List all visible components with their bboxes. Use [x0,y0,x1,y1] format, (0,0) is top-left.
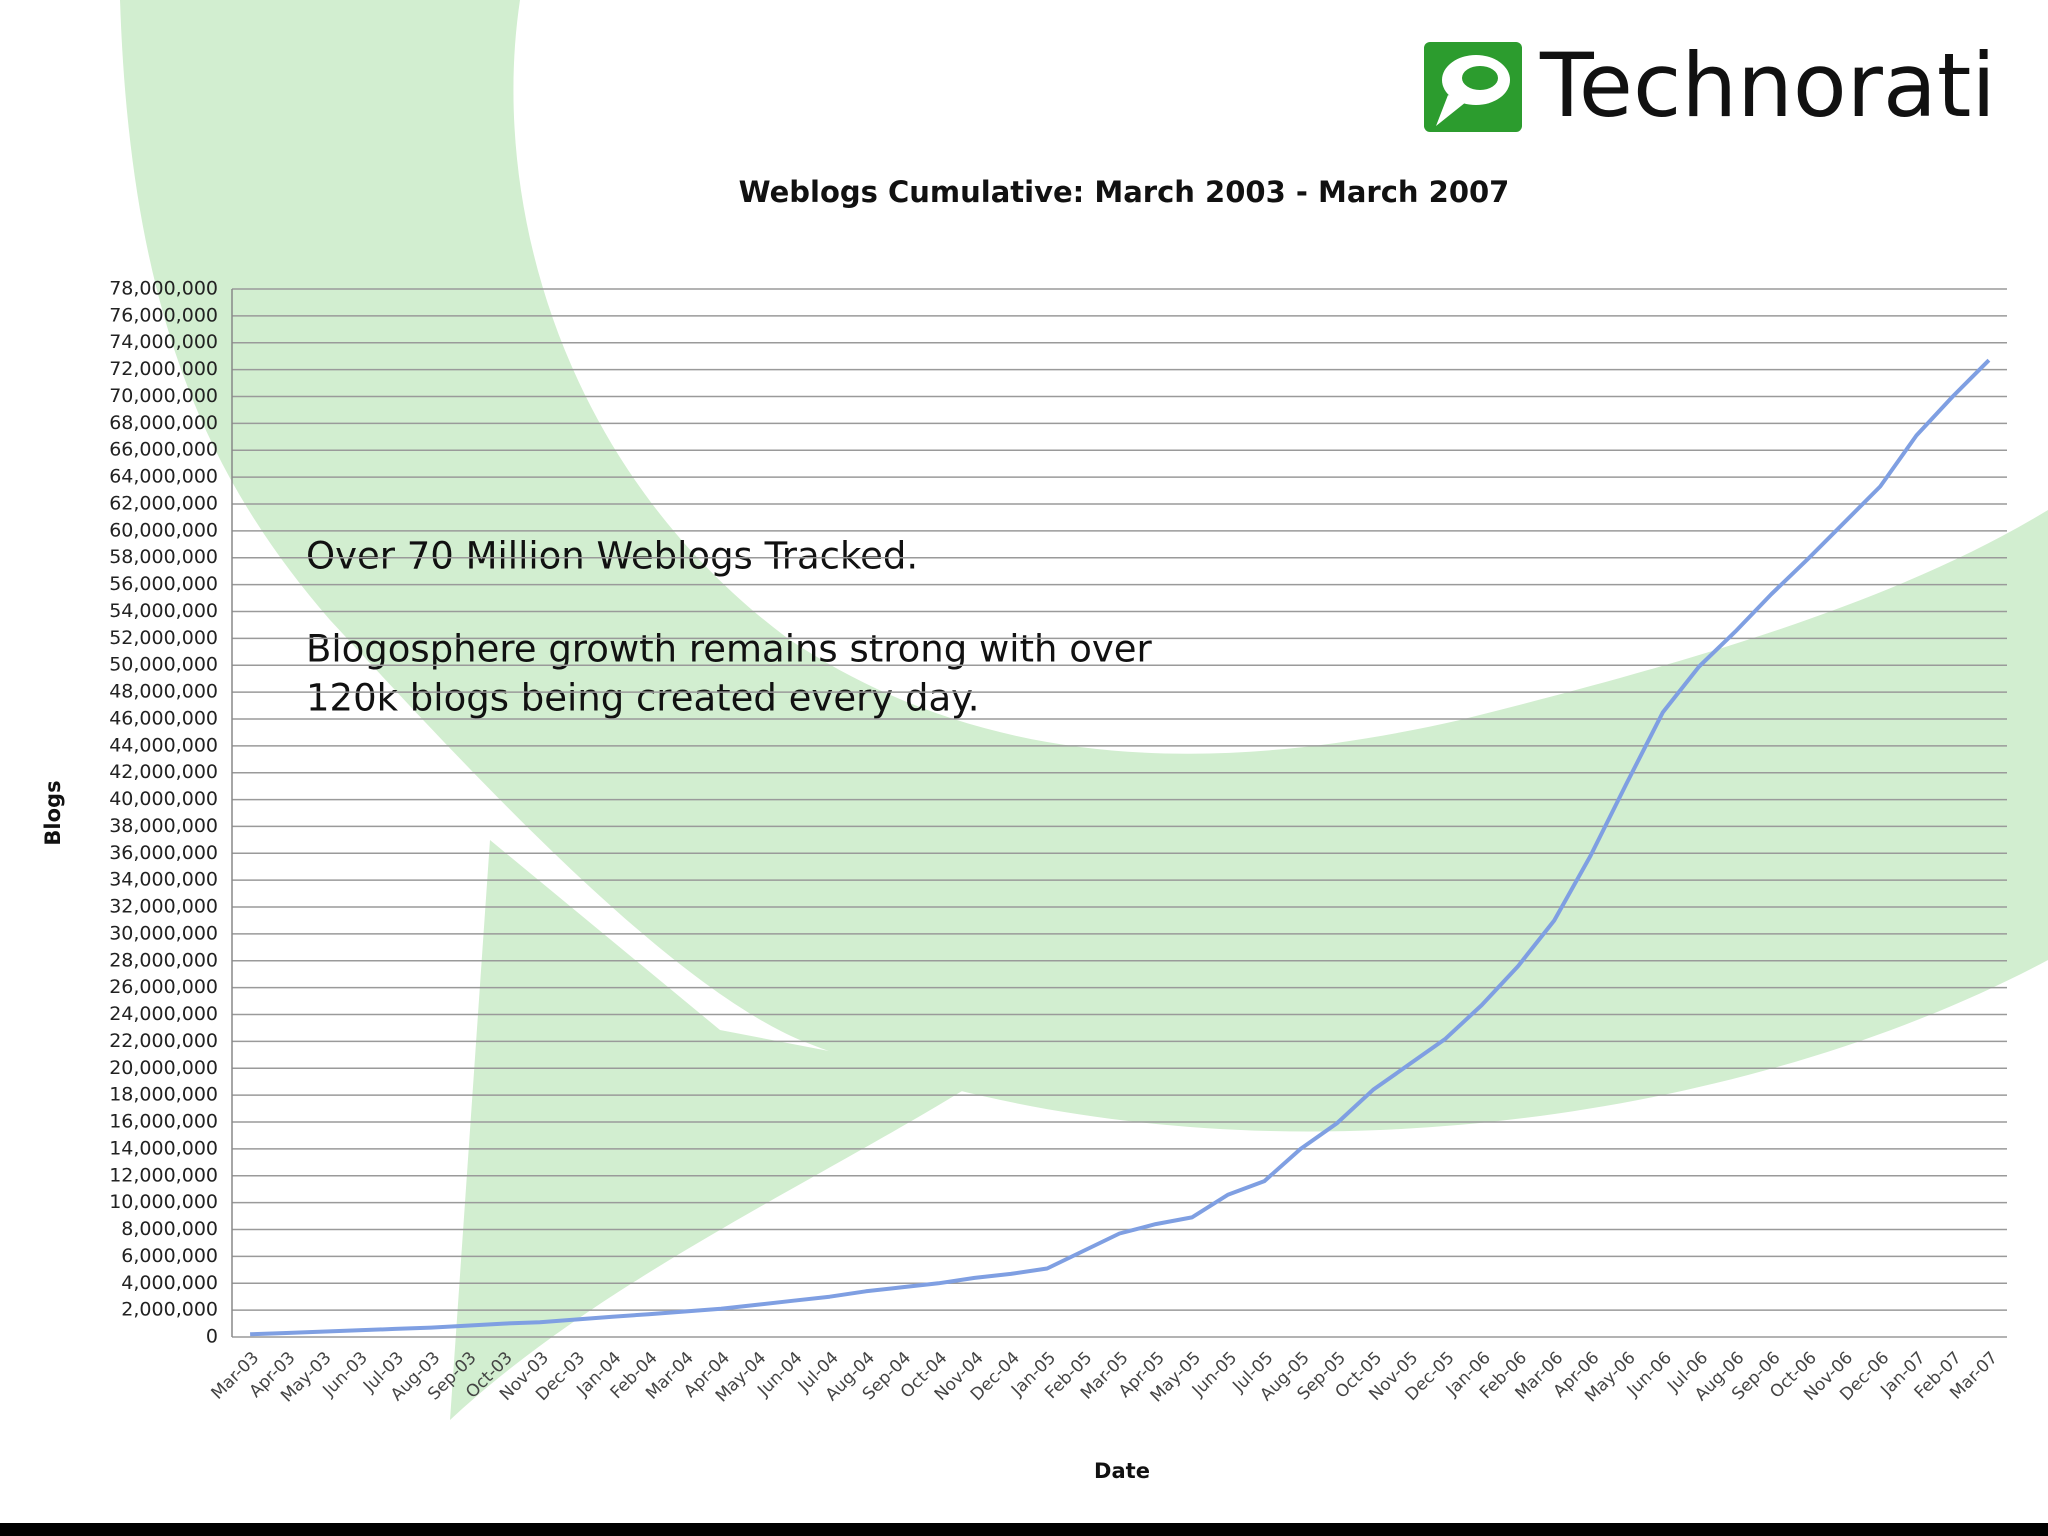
y-tick-label: 72,000,000 [109,358,218,380]
y-tick-label: 42,000,000 [109,761,218,783]
y-tick-label: 64,000,000 [109,466,218,488]
y-tick-label: 52,000,000 [109,627,218,649]
y-tick-label: 12,000,000 [109,1164,218,1186]
y-tick-label: 2,000,000 [121,1299,218,1321]
y-tick-label: 30,000,000 [109,922,218,944]
y-tick-label: 4,000,000 [121,1272,218,1294]
x-axis-title: Date [1094,1459,1150,1483]
y-tick-label: 0 [206,1326,218,1348]
y-tick-label: 14,000,000 [109,1137,218,1159]
bottom-bar [0,1523,2048,1536]
y-tick-label: 44,000,000 [109,734,218,756]
y-tick-label: 60,000,000 [109,519,218,541]
y-tick-label: 6,000,000 [121,1245,218,1267]
y-tick-label: 36,000,000 [109,842,218,864]
y-tick-label: 62,000,000 [109,492,218,514]
logo-text: Technorati [1539,34,1996,137]
background-swoosh [120,0,2048,1420]
y-tick-label: 16,000,000 [109,1111,218,1133]
logo: Technorati [1424,34,1996,137]
data-line [250,358,1991,1337]
annotation: Blogosphere growth remains strong with o… [306,628,1153,671]
y-tick-label: 76,000,000 [109,304,218,326]
y-tick-label: 8,000,000 [121,1218,218,1240]
y-tick-label: 58,000,000 [109,546,218,568]
y-tick-label: 10,000,000 [109,1191,218,1213]
y-tick-label: 68,000,000 [109,412,218,434]
y-tick-label: 40,000,000 [109,788,218,810]
y-tick-label: 70,000,000 [109,385,218,407]
y-tick-label: 48,000,000 [109,681,218,703]
y-tick-label: 34,000,000 [109,869,218,891]
y-axis-title: Blogs [41,780,65,845]
y-tick-label: 66,000,000 [109,439,218,461]
chart-title: Weblogs Cumulative: March 2003 - March 2… [739,175,1510,209]
y-tick-label: 28,000,000 [109,949,218,971]
y-tick-label: 20,000,000 [109,1057,218,1079]
y-tick-label: 18,000,000 [109,1084,218,1106]
y-tick-label: 22,000,000 [109,1030,218,1052]
y-tick-label: 46,000,000 [109,707,218,729]
y-tick-label: 32,000,000 [109,896,218,918]
y-tick-label: 26,000,000 [109,976,218,998]
annotation: 120k blogs being created every day. [306,677,980,720]
y-tick-label: 78,000,000 [109,278,218,300]
y-tick-label: 50,000,000 [109,654,218,676]
y-tick-label: 56,000,000 [109,573,218,595]
annotation: Over 70 Million Weblogs Tracked. [306,535,918,578]
y-tick-label: 74,000,000 [109,331,218,353]
y-tick-label: 24,000,000 [109,1003,218,1025]
y-tick-label: 54,000,000 [109,600,218,622]
y-tick-label: 38,000,000 [109,815,218,837]
